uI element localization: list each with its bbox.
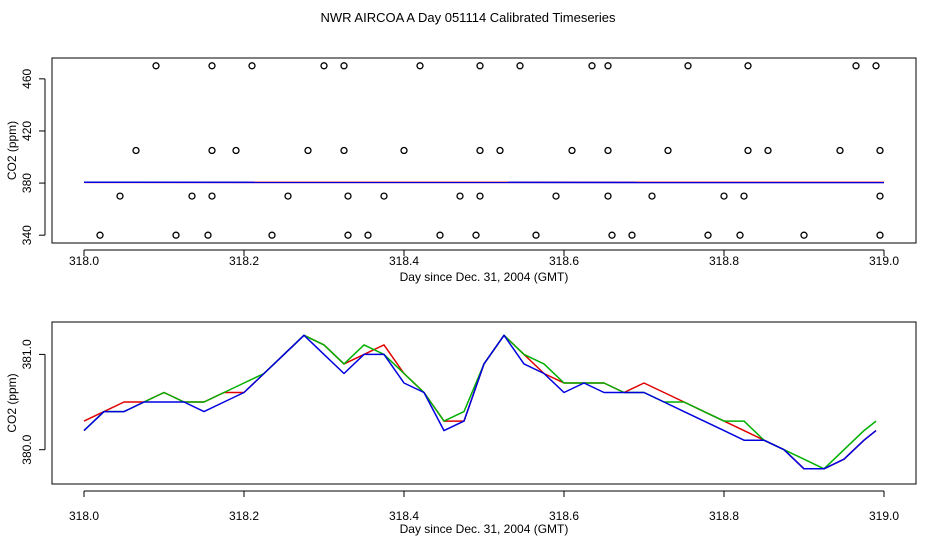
data-point (436, 231, 444, 239)
data-point (496, 146, 504, 155)
data-point (208, 62, 216, 70)
data-point (476, 192, 484, 200)
data-point (872, 62, 880, 70)
data-point (628, 231, 636, 239)
x-tick-label: 318.2 (229, 254, 259, 268)
data-point (876, 146, 884, 155)
x-tick-label: 318.2 (229, 509, 259, 523)
data-point (588, 62, 596, 70)
data-point (684, 62, 692, 70)
data-point (340, 146, 348, 155)
x-tick-label: 318.4 (389, 254, 419, 268)
chart-title: NWR AIRCOA A Day 051114 Calibrated Times… (320, 10, 616, 25)
x-axis-title: Day since Dec. 31, 2004 (GMT) (400, 270, 569, 284)
data-point (248, 62, 256, 70)
data-point (188, 192, 196, 200)
plot-frame-2 (51, 321, 917, 485)
data-point (516, 62, 524, 70)
y-tick-label: 420 (20, 121, 34, 141)
y-tick-label: 460 (20, 69, 34, 89)
data-point (664, 146, 672, 155)
data-point (552, 192, 560, 200)
y-tick-label: 340 (20, 225, 34, 245)
data-point (476, 62, 484, 70)
data-point (132, 146, 140, 155)
x-tick-label: 318.0 (69, 254, 99, 268)
chart-panels: 318.0 318.2 318.4 318.6 318.8 319.0 340 380 420 4… (5, 57, 917, 536)
data-point (400, 146, 408, 155)
data-point (608, 231, 616, 239)
data-point (380, 192, 388, 200)
data-point (604, 146, 612, 155)
data-point (744, 62, 752, 70)
data-point (800, 231, 808, 239)
data-point (208, 192, 216, 200)
data-point (876, 192, 884, 200)
data-point (416, 62, 424, 70)
data-point (604, 192, 612, 200)
data-point (344, 192, 352, 200)
data-point (568, 146, 576, 155)
x-axis-title: Day since Dec. 31, 2004 (GMT) (400, 522, 569, 536)
data-point (172, 231, 180, 239)
data-point (476, 146, 484, 155)
data-point (284, 192, 292, 200)
x-tick-label: 318.8 (709, 509, 739, 523)
data-point (604, 62, 612, 70)
data-point (472, 231, 480, 239)
data-point (852, 62, 860, 70)
data-point (836, 146, 844, 155)
data-point (876, 231, 884, 239)
data-point (736, 231, 744, 239)
x-tick-label: 319.0 (869, 254, 899, 268)
data-point (96, 231, 104, 239)
data-point (304, 146, 312, 155)
data-point (320, 62, 328, 70)
data-point (740, 192, 748, 200)
data-point (268, 231, 276, 239)
data-point (116, 192, 124, 200)
y-axis-title: CO2 (ppm) (5, 121, 19, 180)
y-tick-label: 380 (20, 173, 34, 193)
series-line-blue (83, 334, 877, 470)
data-point (152, 62, 160, 70)
y-tick-label: 380.0 (20, 434, 34, 464)
data-point (648, 192, 656, 200)
plot-frame-1 (51, 57, 917, 244)
x-tick-label: 318.0 (69, 509, 99, 523)
data-point (344, 231, 352, 239)
x-tick-label: 318.4 (389, 509, 419, 523)
series-line-green (83, 334, 877, 470)
data-point (364, 231, 372, 239)
y-tick-label: 381.0 (20, 339, 34, 369)
data-point (208, 146, 216, 155)
data-point (704, 231, 712, 239)
data-point (532, 231, 540, 239)
data-point (456, 192, 464, 200)
data-point (720, 192, 728, 200)
x-tick-label: 318.8 (709, 254, 739, 268)
data-point (744, 146, 752, 155)
x-tick-label: 318.6 (549, 254, 579, 268)
data-point (340, 62, 348, 70)
data-point (232, 146, 240, 155)
data-point (204, 231, 212, 239)
x-tick-label: 319.0 (869, 509, 899, 523)
data-point (764, 146, 772, 155)
y-axis-title: CO2 (ppm) (5, 373, 19, 432)
x-tick-label: 318.6 (549, 509, 579, 523)
